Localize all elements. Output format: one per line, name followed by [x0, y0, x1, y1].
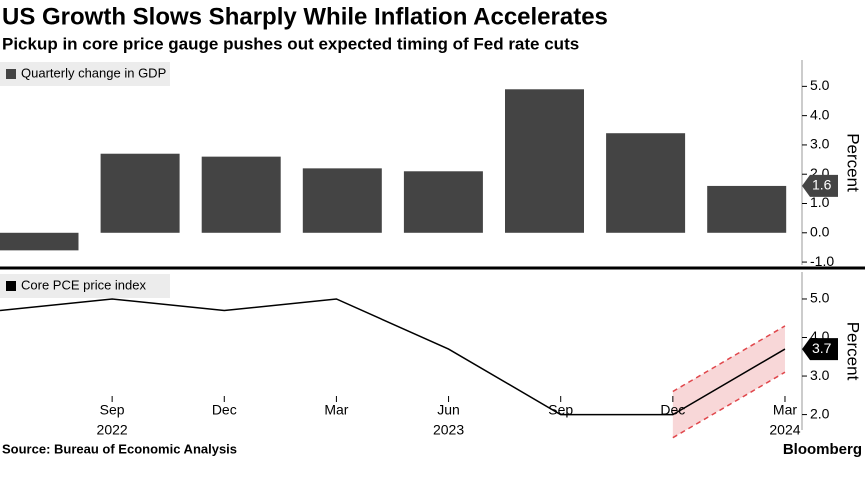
y-tick-label: 5.0	[810, 290, 830, 306]
source: Source: Bureau of Economic Analysis	[2, 441, 237, 456]
x-year-label: 2024	[769, 422, 800, 438]
value-label: 1.6	[812, 177, 832, 193]
y-axis-label: Percent	[844, 133, 863, 192]
y-axis-label: Percent	[844, 322, 863, 381]
y-tick-label: -1.0	[810, 253, 834, 269]
chart-subtitle: Pickup in core price gauge pushes out ex…	[2, 34, 579, 53]
x-tick-label: Mar	[773, 402, 797, 418]
legend: Core PCE price index	[0, 274, 170, 298]
chart-title: US Growth Slows Sharply While Inflation …	[2, 3, 608, 30]
x-tick-label: Dec	[660, 402, 685, 418]
value-label: 3.7	[812, 340, 832, 356]
legend-bg	[0, 62, 170, 86]
band-edge	[672, 325, 786, 393]
y-tick-label: 1.0	[810, 194, 830, 210]
x-tick-label: Sep	[548, 402, 573, 418]
x-year-label: 2023	[433, 422, 464, 438]
x-year-label: 2022	[97, 422, 128, 438]
legend-swatch	[6, 281, 16, 291]
band-edge	[672, 371, 786, 439]
value-badge	[802, 338, 838, 361]
legend-label: Quarterly change in GDP	[21, 65, 166, 80]
x-tick-label: Dec	[212, 402, 237, 418]
y-tick-label: 3.0	[810, 136, 830, 152]
x-tick-label: Mar	[324, 402, 348, 418]
bar	[302, 168, 382, 233]
bar	[505, 89, 584, 233]
legend-label: Core PCE price index	[21, 277, 146, 292]
y-tick-label: 3.0	[810, 367, 830, 383]
legend: Quarterly change in GDP	[0, 62, 170, 86]
y-tick-label: 0.0	[810, 223, 830, 239]
bar	[606, 133, 686, 233]
value-badge	[802, 174, 838, 197]
legend-swatch	[6, 69, 16, 79]
legend-bg	[0, 274, 170, 298]
bar	[201, 156, 281, 233]
x-tick-label: Sep	[100, 402, 125, 418]
bar	[707, 185, 787, 233]
bar	[0, 232, 79, 251]
y-tick-label: 4.0	[810, 106, 830, 122]
brand: Bloomberg	[783, 441, 862, 458]
bar	[100, 153, 180, 233]
x-tick-label: Jun	[437, 402, 460, 418]
line	[0, 298, 786, 416]
bar	[403, 171, 483, 233]
y-tick-label: 5.0	[810, 77, 830, 93]
y-tick-label: 2.0	[810, 405, 830, 421]
